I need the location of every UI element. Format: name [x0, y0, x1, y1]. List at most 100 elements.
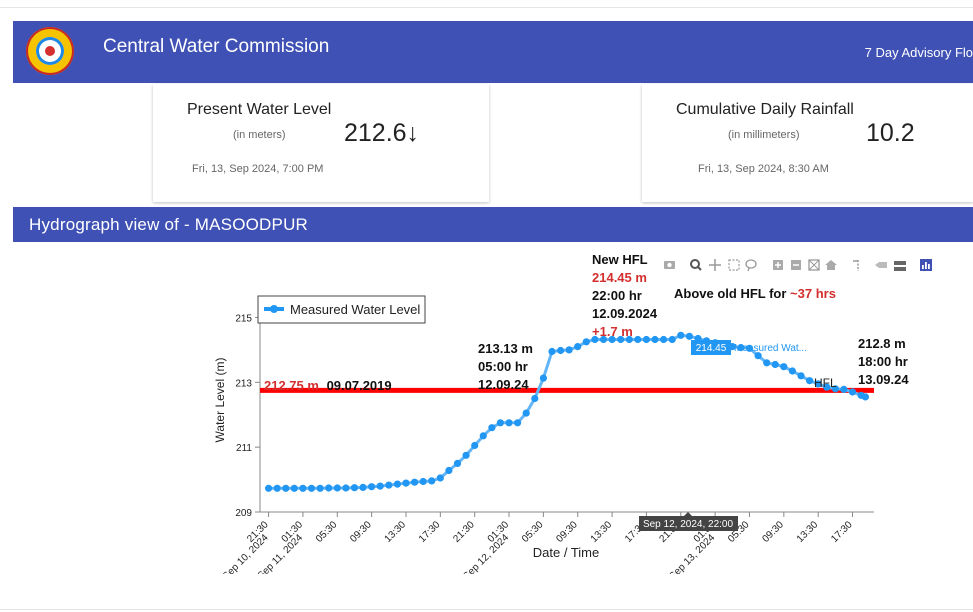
data-point[interactable] — [591, 335, 599, 344]
chart-legend[interactable]: Measured Water Level — [257, 295, 426, 324]
x-tick-label: 05:30 — [520, 519, 546, 545]
camera-icon[interactable] — [664, 261, 675, 269]
data-point[interactable] — [642, 335, 650, 344]
data-point[interactable] — [840, 385, 848, 393]
data-point[interactable] — [436, 474, 444, 482]
data-point[interactable] — [780, 363, 788, 371]
data-point[interactable] — [651, 335, 659, 344]
present-water-level-card: Present Water Level (in meters) 212.6↓ F… — [153, 84, 489, 202]
data-point[interactable] — [411, 478, 419, 486]
data-point[interactable] — [574, 343, 582, 351]
data-point[interactable] — [385, 481, 393, 489]
y-ticks: 209 211 213 215 — [235, 313, 260, 519]
spike-lines-icon[interactable] — [853, 260, 859, 271]
data-point[interactable] — [806, 377, 814, 385]
data-point[interactable] — [788, 367, 797, 375]
data-point[interactable] — [273, 484, 281, 492]
data-point[interactable] — [539, 374, 547, 382]
compare-hover-icon[interactable] — [875, 262, 887, 268]
data-point[interactable] — [548, 347, 556, 356]
data-point[interactable] — [514, 419, 522, 427]
data-point[interactable] — [505, 419, 513, 427]
data-point[interactable] — [307, 484, 316, 492]
data-point[interactable] — [737, 344, 745, 352]
data-point[interactable] — [265, 484, 273, 492]
data-point[interactable] — [565, 346, 573, 354]
data-point[interactable] — [445, 466, 453, 475]
data-point[interactable] — [419, 477, 427, 486]
legend-label: Measured Water Level — [290, 302, 420, 317]
data-point[interactable] — [625, 335, 633, 344]
data-point[interactable] — [376, 482, 384, 490]
data-point[interactable] — [660, 335, 668, 344]
data-point[interactable] — [668, 335, 676, 344]
data-point[interactable] — [763, 359, 771, 367]
autoscale-icon[interactable] — [808, 259, 820, 271]
data-point[interactable] — [617, 335, 625, 344]
y-tick-label: 215 — [235, 313, 252, 324]
x-tick-label: 09:30 — [554, 519, 580, 545]
card-timestamp: Fri, 13, Sep 2024, 7:00 PM — [192, 163, 324, 175]
closest-hover-icon[interactable] — [894, 261, 906, 271]
data-point[interactable] — [428, 477, 436, 485]
data-point[interactable] — [848, 388, 857, 396]
data-point[interactable] — [754, 352, 762, 360]
data-point[interactable] — [282, 484, 290, 492]
data-point[interactable] — [290, 484, 298, 492]
cwc-logo-icon[interactable] — [26, 27, 74, 75]
zoom-out-icon[interactable] — [791, 260, 801, 270]
data-point[interactable] — [677, 331, 685, 339]
x-tick-label: 09:30 — [348, 519, 374, 545]
hover-series-name: Measured Wat... — [734, 343, 807, 354]
data-point[interactable] — [368, 483, 376, 491]
data-point[interactable] — [814, 380, 822, 388]
top-divider — [0, 7, 973, 8]
data-point[interactable] — [462, 451, 470, 459]
data-point[interactable] — [582, 338, 590, 346]
data-point[interactable] — [479, 432, 487, 440]
data-point[interactable] — [342, 484, 350, 492]
data-point[interactable] — [861, 393, 870, 401]
zoom-icon[interactable] — [690, 259, 702, 271]
last-date: 13.09.24 — [858, 372, 909, 387]
home-icon[interactable] — [825, 260, 837, 270]
new-hfl-title: New HFL — [592, 252, 648, 267]
data-point[interactable] — [471, 441, 479, 450]
hover-x-text: Sep 12, 2024, 22:00 — [643, 519, 734, 530]
data-point[interactable] — [685, 332, 693, 340]
x-tick-label: 13:30 — [589, 519, 615, 545]
data-point[interactable] — [496, 419, 504, 427]
zoom-in-icon[interactable] — [773, 260, 783, 270]
data-point[interactable] — [350, 484, 359, 492]
data-point[interactable] — [359, 483, 367, 491]
data-point[interactable] — [797, 372, 805, 380]
x-axis-title: Date / Time — [533, 545, 599, 560]
lasso-icon[interactable] — [745, 259, 757, 272]
data-point[interactable] — [453, 459, 462, 467]
pan-icon[interactable] — [709, 259, 721, 271]
data-point[interactable] — [325, 484, 333, 492]
data-point[interactable] — [316, 484, 324, 492]
data-point[interactable] — [771, 360, 779, 369]
data-point[interactable] — [634, 335, 642, 344]
data-point[interactable] — [488, 424, 496, 432]
data-point[interactable] — [823, 383, 831, 391]
box-select-icon[interactable] — [728, 259, 740, 271]
data-point[interactable] — [393, 480, 401, 488]
last-point-annotation: 212.8 m 18:00 hr 13.09.24 — [858, 336, 909, 387]
data-point[interactable] — [333, 484, 341, 492]
advisory-link[interactable]: 7 Day Advisory Flo — [864, 45, 973, 60]
data-point[interactable] — [557, 346, 565, 355]
data-point[interactable] — [599, 335, 608, 344]
data-point[interactable] — [402, 479, 410, 487]
data-point[interactable] — [831, 385, 840, 393]
data-point[interactable] — [608, 335, 616, 344]
x-tick-label: 05:30 — [314, 519, 340, 545]
plotly-logo-icon[interactable] — [920, 259, 932, 271]
data-point[interactable] — [531, 394, 539, 403]
data-point[interactable] — [299, 484, 307, 492]
data-point[interactable] — [522, 409, 530, 417]
data-point[interactable] — [745, 344, 754, 352]
